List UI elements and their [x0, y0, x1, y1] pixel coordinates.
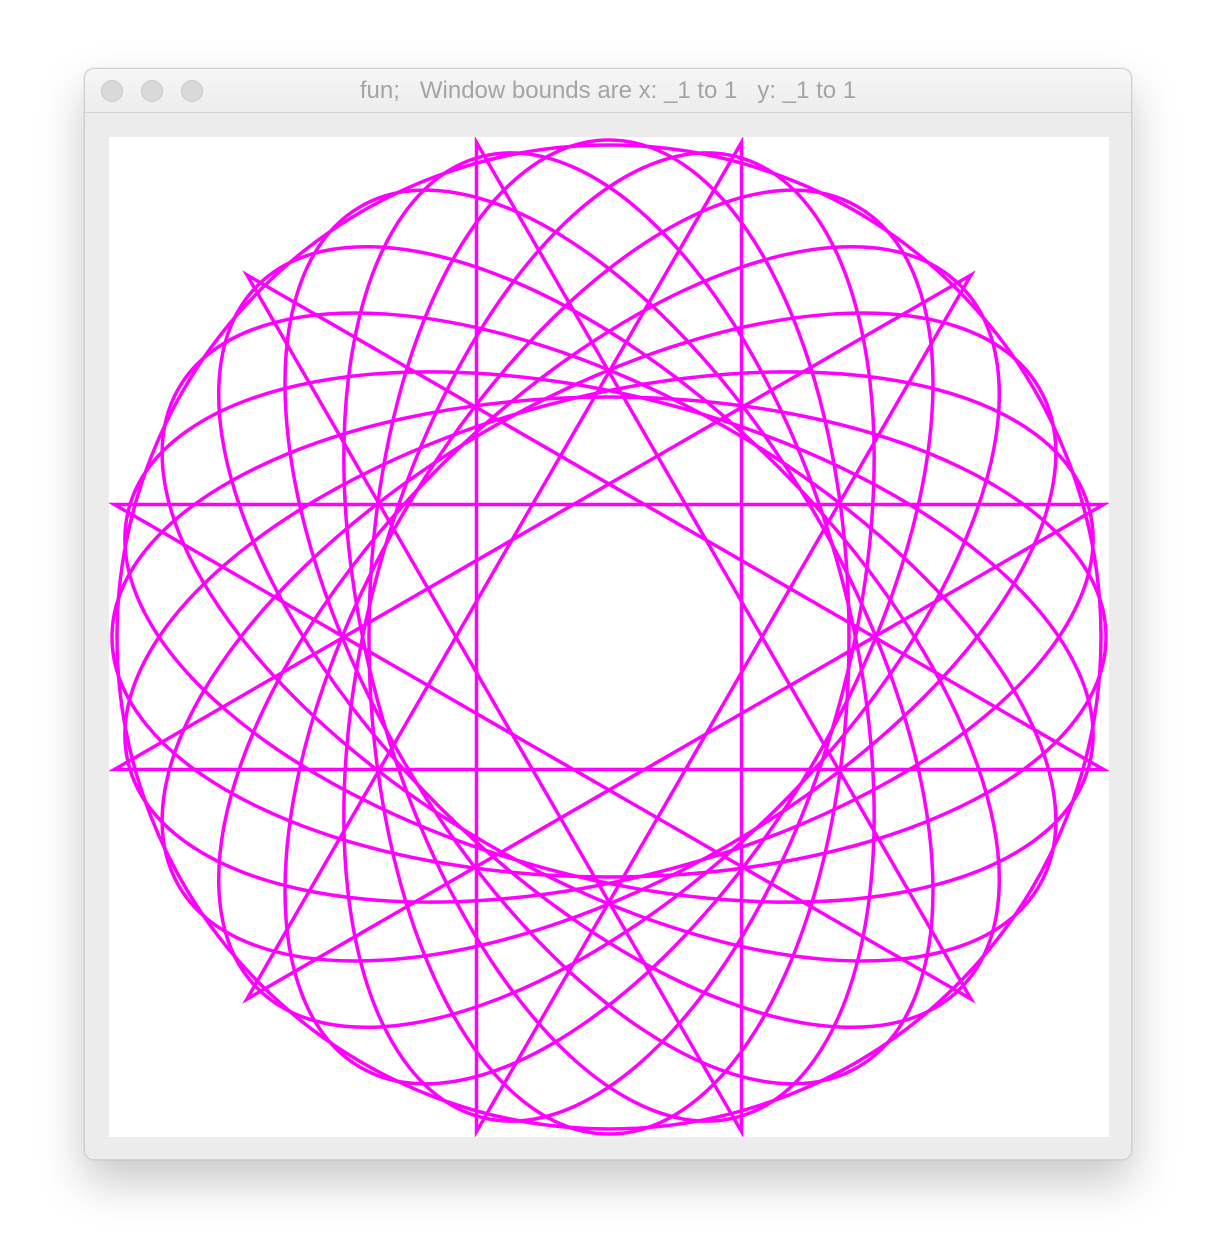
title-bar[interactable]: fun; Window bounds are x: _1 to 1 y: _1 … — [85, 69, 1131, 113]
rosette-ellipse — [283, 188, 935, 1086]
window-title: fun; Window bounds are x: _1 to 1 y: _1 … — [359, 77, 857, 104]
rosette-ellipse — [342, 151, 876, 1123]
rosette-ellipse — [110, 395, 1108, 879]
rosette-ellipse — [283, 188, 935, 1086]
rosette-ellipse — [160, 311, 1058, 963]
rosette-ellipse — [123, 370, 1095, 904]
outer-circle — [115, 143, 1103, 1131]
spirograph-plot — [109, 137, 1109, 1137]
zoom-button[interactable] — [181, 80, 203, 102]
rosette-ellipse — [342, 151, 876, 1123]
star-polygon — [109, 137, 1109, 1137]
rosette-ellipse — [160, 311, 1058, 963]
rosette-ellipse — [216, 244, 1002, 1030]
app-window: fun; Window bounds are x: _1 to 1 y: _1 … — [84, 68, 1132, 1160]
rosette-ellipse — [367, 138, 851, 1136]
rosette-ellipse — [216, 244, 1002, 1030]
close-button[interactable] — [101, 80, 123, 102]
drawing-canvas — [109, 137, 1109, 1137]
minimize-button[interactable] — [141, 80, 163, 102]
rosette-ellipse — [123, 370, 1095, 904]
